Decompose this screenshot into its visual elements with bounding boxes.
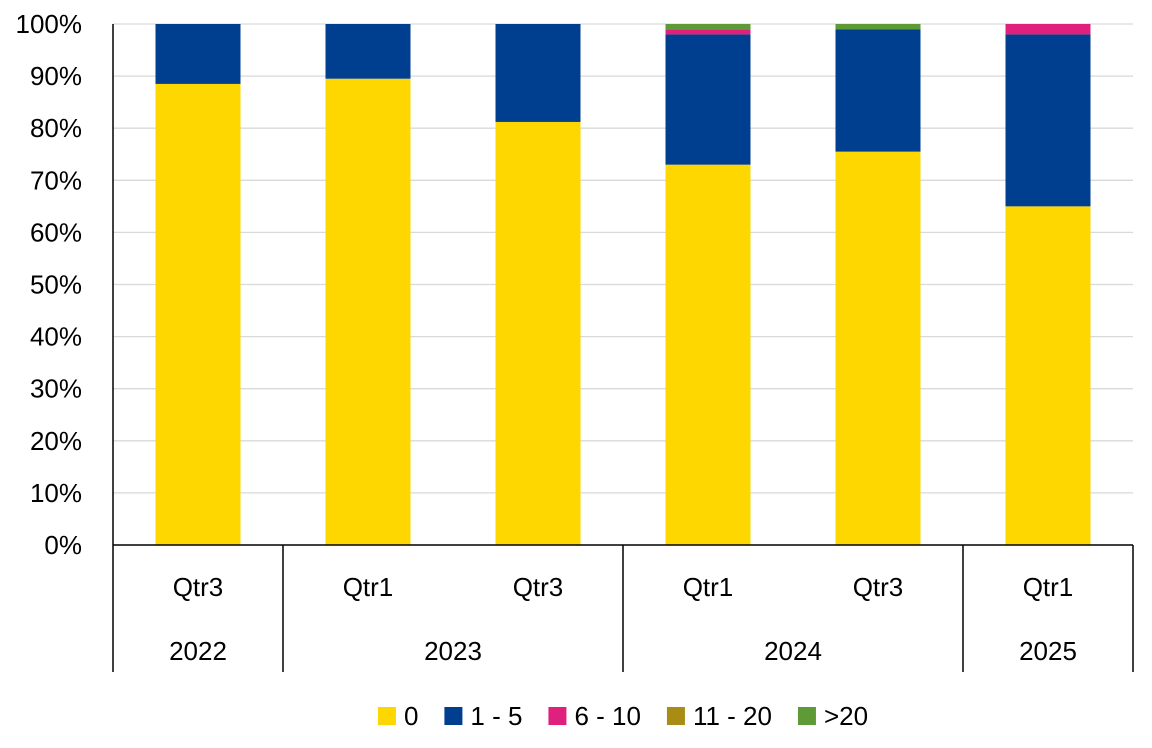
bar-segment — [1005, 24, 1091, 35]
bar-segment — [1005, 206, 1091, 545]
x-tick-label-year: 2024 — [764, 636, 822, 666]
legend-swatch — [444, 707, 463, 725]
y-tick-label: 100% — [16, 9, 83, 39]
x-axis: Qtr3 Qtr1 Qtr3 Qtr1 Qtr3 Qtr1 2022 2023 2024 2025 — [112, 544, 1134, 672]
legend-label: 6 - 10 — [574, 701, 641, 731]
bar-segment — [325, 78, 411, 545]
bar-segment — [835, 29, 921, 152]
x-tick-label-year: 2023 — [424, 636, 482, 666]
bar-segment — [835, 24, 921, 30]
x-tick-label-quarter: Qtr3 — [853, 572, 904, 602]
legend-label: >20 — [824, 701, 868, 731]
x-tick-label-quarter: Qtr3 — [173, 572, 224, 602]
legend-label: 0 — [404, 701, 418, 731]
bar-segment — [155, 83, 241, 545]
y-axis: 0% 10% 20% 30% 40% 50% 60% 70% 80% 90% 100% — [16, 9, 114, 560]
y-tick-label: 70% — [30, 165, 82, 195]
y-tick-label: 90% — [30, 61, 82, 91]
x-tick-label-year: 2022 — [169, 636, 227, 666]
legend: 0 1 - 5 6 - 10 11 - 20 >20 — [377, 701, 868, 731]
bar-segment — [495, 24, 581, 122]
x-tick-label-quarter: Qtr1 — [683, 572, 734, 602]
bar-segment — [665, 24, 751, 30]
y-tick-label: 40% — [30, 322, 82, 352]
legend-swatch — [548, 707, 567, 725]
bar-segment — [665, 164, 751, 546]
bar-segment — [325, 24, 411, 79]
legend-label: 1 - 5 — [470, 701, 522, 731]
gridlines — [113, 23, 1133, 494]
x-tick-label-year: 2025 — [1019, 636, 1077, 666]
y-tick-label: 20% — [30, 426, 82, 456]
y-tick-label: 80% — [30, 113, 82, 143]
y-tick-label: 50% — [30, 270, 82, 300]
bar-segment — [495, 121, 581, 545]
x-tick-label-quarter: Qtr1 — [343, 572, 394, 602]
x-tick-label-quarter: Qtr1 — [1023, 572, 1074, 602]
x-tick-label-quarter: Qtr3 — [513, 572, 564, 602]
y-tick-label: 0% — [44, 530, 82, 560]
y-tick-label: 60% — [30, 217, 82, 247]
bar-segment — [155, 24, 241, 84]
y-tick-label: 10% — [30, 478, 82, 508]
bar-segment — [835, 151, 921, 545]
bars — [155, 24, 1091, 546]
legend-swatch — [797, 707, 816, 725]
legend-label: 11 - 20 — [693, 701, 772, 731]
legend-swatch — [377, 707, 396, 725]
bar-segment — [1005, 34, 1091, 207]
legend-swatch — [666, 707, 685, 725]
bar-segment — [665, 29, 751, 35]
y-tick-label: 30% — [30, 374, 82, 404]
bar-segment — [665, 34, 751, 165]
